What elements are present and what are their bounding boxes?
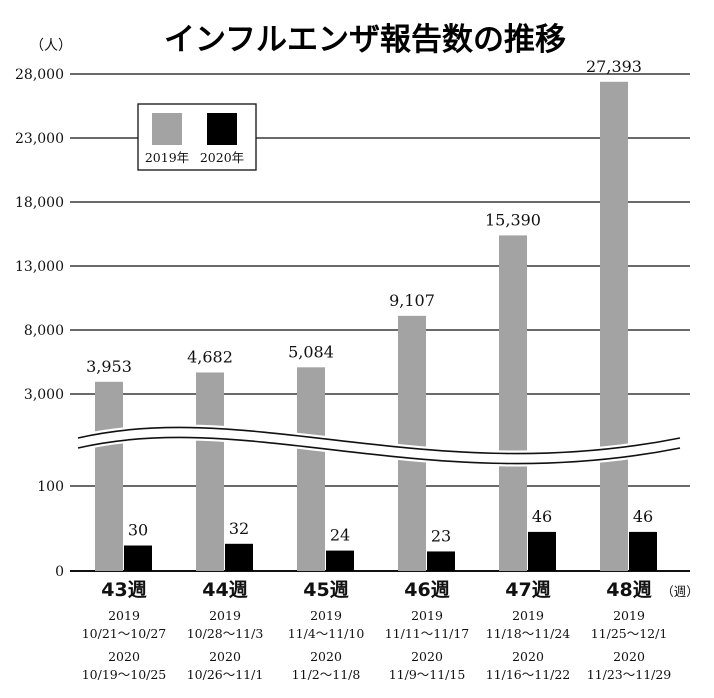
range-2020-label: 11/16～11/22	[486, 667, 571, 682]
range-2019-label: 11/25～12/1	[591, 626, 668, 641]
week-label: 46週	[404, 579, 449, 601]
year-2020-label: 2020	[209, 649, 241, 664]
bars: 3,953 30 4,682 32 5,084 24 9,107 23 15,390 46 27,3…	[86, 57, 657, 572]
legend-label: 2019年	[145, 150, 189, 165]
year-2020-label: 2020	[310, 649, 342, 664]
y-tick-label: 23,000	[15, 131, 64, 147]
year-2019-label: 2019	[310, 608, 342, 623]
bar-2020	[124, 545, 152, 571]
range-2020-label: 11/23～11/29	[587, 667, 672, 682]
chart-title: インフルエンザ報告数の推移	[164, 22, 566, 58]
bar-2019	[499, 235, 527, 571]
year-2019-label: 2019	[411, 608, 443, 623]
year-2020-label: 2020	[613, 649, 645, 664]
y-tick-label: 100	[37, 479, 64, 495]
year-2019-label: 2019	[512, 608, 544, 623]
y-axis-ticks: 3,000 8,000 13,000 18,000 23,000 28,000 0 100	[15, 67, 64, 580]
bar-2019	[297, 367, 325, 571]
year-2020-label: 2020	[411, 649, 443, 664]
value-label-2020: 24	[330, 526, 350, 545]
year-2020-label: 2020	[108, 649, 140, 664]
legend-swatch	[152, 113, 182, 145]
year-2019-label: 2019	[209, 608, 241, 623]
year-2020-label: 2020	[512, 649, 544, 664]
axis-break-line-lower	[77, 436, 681, 465]
bar-2019	[398, 315, 426, 571]
year-2019-label: 2019	[613, 608, 645, 623]
bar-2020	[629, 531, 657, 571]
range-2020-label: 11/9～11/15	[389, 667, 466, 682]
y-tick-label: 18,000	[15, 195, 64, 211]
value-label-2019: 3,953	[86, 357, 132, 376]
bar-2019	[95, 381, 123, 571]
y-tick-label: 8,000	[24, 323, 64, 339]
value-label-2019: 27,393	[586, 57, 642, 76]
value-label-2020: 32	[229, 519, 249, 538]
legend: 2019年 2020年	[137, 103, 257, 171]
week-label: 48週	[606, 579, 651, 601]
value-label-2019: 4,682	[187, 347, 233, 366]
value-label-2019: 5,084	[288, 342, 334, 361]
y-tick-label: 3,000	[24, 387, 64, 403]
axis-break-line-upper	[77, 426, 681, 455]
value-label-2020: 46	[532, 507, 552, 526]
week-label: 44週	[202, 579, 247, 601]
y-tick-label: 28,000	[15, 67, 64, 83]
range-2019-label: 10/28～11/3	[187, 626, 264, 641]
y-tick-label: 0	[55, 564, 64, 580]
year-2019-label: 2019	[108, 608, 140, 623]
value-label-2019: 9,107	[389, 291, 435, 310]
bar-2020	[427, 551, 455, 571]
bar-2020	[326, 550, 354, 571]
value-label-2020: 46	[633, 507, 653, 526]
range-2020-label: 11/2～11/8	[292, 667, 361, 682]
value-label-2019: 15,390	[485, 210, 541, 229]
x-axis-labels: 43週 2019 10/21～10/27 2020 10/19～10/25 44週 2019…	[82, 579, 699, 682]
week-label: 45週	[303, 579, 348, 601]
y-tick-label: 13,000	[15, 259, 64, 275]
legend-swatch	[207, 113, 237, 145]
bar-2020	[528, 531, 556, 571]
week-label: 43週	[101, 579, 146, 601]
value-label-2020: 23	[431, 526, 451, 545]
y-axis-unit: （人）	[30, 38, 72, 54]
range-2020-label: 10/19～10/25	[82, 667, 167, 682]
week-label: 47週	[505, 579, 550, 601]
axis-break-band	[76, 424, 682, 467]
range-2019-label: 11/4～11/10	[288, 626, 365, 641]
bar-2019	[600, 81, 628, 572]
bar-2019	[196, 372, 224, 571]
legend-label: 2020年	[200, 150, 244, 165]
value-label-2020: 30	[128, 521, 148, 540]
axis-break	[76, 424, 682, 467]
range-2019-label: 11/18～11/24	[486, 626, 571, 641]
range-2019-label: 10/21～10/27	[82, 626, 167, 641]
range-2019-label: 11/11～11/17	[385, 626, 470, 641]
bar-2020	[225, 543, 253, 571]
x-axis-unit: （週）	[661, 584, 699, 599]
range-2020-label: 10/26～11/1	[187, 667, 264, 682]
